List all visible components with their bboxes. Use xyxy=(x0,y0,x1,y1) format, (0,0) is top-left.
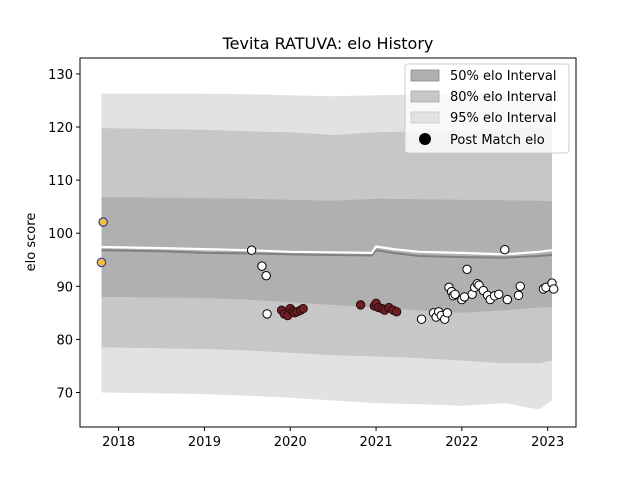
post-match-point xyxy=(494,289,504,299)
interval-bands xyxy=(101,92,552,410)
legend-swatch-80 xyxy=(410,90,440,103)
post-match-point-dark xyxy=(298,303,308,314)
post-match-point xyxy=(548,284,559,294)
y-tick-label: 110 xyxy=(48,174,73,189)
post-match-point xyxy=(515,281,525,292)
legend-box xyxy=(404,63,570,154)
plot-frame xyxy=(79,57,577,428)
x-tick-label: 2019 xyxy=(188,435,221,450)
post-match-point xyxy=(502,294,513,305)
y-tick-label: 130 xyxy=(48,68,73,83)
legend-label-80: 80% elo Interval xyxy=(450,90,557,105)
y-tick-label: 90 xyxy=(56,280,73,295)
legend-label-95: 95% elo Interval xyxy=(450,111,557,126)
post-match-point xyxy=(257,261,267,271)
y-axis-label: elo score xyxy=(24,213,39,272)
plot-area xyxy=(96,92,559,410)
x-tick-label: 2021 xyxy=(360,435,393,450)
post-match-point xyxy=(262,309,272,319)
post-match-point-dark xyxy=(355,300,366,310)
y-axis: 70 80 90 100 110 120 130 xyxy=(48,68,80,401)
highlight-point xyxy=(96,257,107,268)
post-match-point xyxy=(500,244,510,255)
legend-label-post-match: Post Match elo xyxy=(450,133,545,148)
y-tick-label: 100 xyxy=(48,227,73,242)
legend-swatch-50 xyxy=(410,69,440,82)
x-tick-label: 2022 xyxy=(445,435,478,450)
legend-swatch-95 xyxy=(410,111,440,124)
post-match-point xyxy=(416,314,427,324)
y-tick-label: 120 xyxy=(48,121,73,136)
post-match-point xyxy=(462,264,472,275)
x-tick-label: 2020 xyxy=(274,435,307,450)
legend-label-50: 50% elo Interval xyxy=(450,69,557,84)
mean-elo-line xyxy=(101,245,553,256)
post-match-points xyxy=(96,217,559,324)
highlight-point xyxy=(98,217,108,227)
median-elo-line xyxy=(101,249,553,259)
y-tick-label: 80 xyxy=(56,333,73,348)
legend: 50% elo Interval 80% elo Interval 95% el… xyxy=(404,63,570,154)
post-match-point-dark xyxy=(391,307,402,317)
post-match-point xyxy=(513,290,524,301)
x-axis: 2018 2019 2020 2021 2022 2023 xyxy=(102,427,564,450)
x-tick-label: 2023 xyxy=(531,435,564,450)
legend-marker-post-match xyxy=(419,133,431,145)
y-tick-label: 70 xyxy=(56,386,73,401)
post-match-point xyxy=(246,245,257,255)
post-match-point xyxy=(442,308,452,318)
chart-title: Tevita RATUVA: elo History xyxy=(222,34,434,53)
x-tick-label: 2018 xyxy=(102,435,135,450)
post-match-point xyxy=(450,289,460,299)
elo-lines xyxy=(101,245,553,259)
post-match-point xyxy=(459,292,470,302)
post-match-point xyxy=(261,270,271,281)
